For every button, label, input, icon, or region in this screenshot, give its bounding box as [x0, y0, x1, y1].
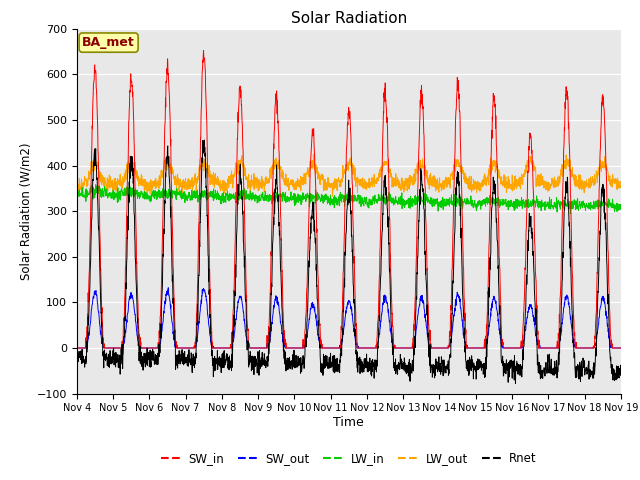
- Y-axis label: Solar Radiation (W/m2): Solar Radiation (W/m2): [20, 143, 33, 280]
- Rnet: [511, 381, 519, 386]
- LW_in: [225, 196, 232, 202]
- SW_out: [365, 345, 372, 351]
- SW_in: [200, 48, 207, 53]
- Rnet: [570, 337, 577, 343]
- Line: LW_out: LW_out: [77, 155, 621, 196]
- X-axis label: Time: Time: [333, 416, 364, 429]
- SW_in: [225, 345, 232, 351]
- LW_out: [570, 173, 577, 179]
- Rnet: [584, 362, 592, 368]
- SW_out: [376, 324, 384, 329]
- SW_out: [73, 345, 81, 351]
- Title: Solar Radiation: Solar Radiation: [291, 11, 407, 26]
- SW_out: [569, 334, 577, 340]
- SW_in: [507, 345, 515, 351]
- SW_in: [584, 345, 592, 351]
- Rnet: [73, 357, 81, 363]
- SW_in: [569, 292, 577, 298]
- SW_in: [73, 345, 81, 351]
- Rnet: [617, 372, 625, 378]
- LW_in: [507, 197, 515, 203]
- Rnet: [200, 137, 208, 143]
- LW_in: [617, 207, 625, 213]
- LW_out: [508, 182, 515, 188]
- LW_in: [570, 203, 577, 208]
- SW_in: [365, 345, 372, 351]
- LW_in: [376, 197, 384, 203]
- SW_out: [584, 345, 592, 351]
- Line: LW_in: LW_in: [77, 185, 621, 214]
- LW_in: [566, 211, 574, 216]
- Legend: SW_in, SW_out, LW_in, LW_out, Rnet: SW_in, SW_out, LW_in, LW_out, Rnet: [156, 447, 541, 469]
- Text: BA_met: BA_met: [82, 36, 135, 49]
- Line: Rnet: Rnet: [77, 140, 621, 384]
- SW_out: [225, 345, 232, 351]
- Rnet: [376, 277, 384, 283]
- LW_in: [73, 195, 81, 201]
- LW_out: [617, 179, 625, 184]
- LW_in: [92, 182, 100, 188]
- Line: SW_out: SW_out: [77, 288, 621, 348]
- LW_out: [310, 152, 317, 157]
- SW_out: [507, 345, 515, 351]
- Rnet: [225, 354, 232, 360]
- LW_out: [73, 183, 81, 189]
- LW_out: [225, 174, 232, 180]
- Rnet: [507, 362, 515, 368]
- Rnet: [365, 361, 372, 367]
- LW_out: [329, 193, 337, 199]
- LW_in: [584, 203, 592, 208]
- LW_out: [377, 173, 385, 179]
- Line: SW_in: SW_in: [77, 50, 621, 348]
- LW_in: [365, 200, 372, 205]
- LW_out: [584, 185, 592, 191]
- LW_out: [365, 185, 372, 191]
- SW_in: [617, 345, 625, 351]
- SW_out: [164, 285, 172, 290]
- SW_in: [376, 229, 384, 235]
- SW_out: [617, 345, 625, 351]
